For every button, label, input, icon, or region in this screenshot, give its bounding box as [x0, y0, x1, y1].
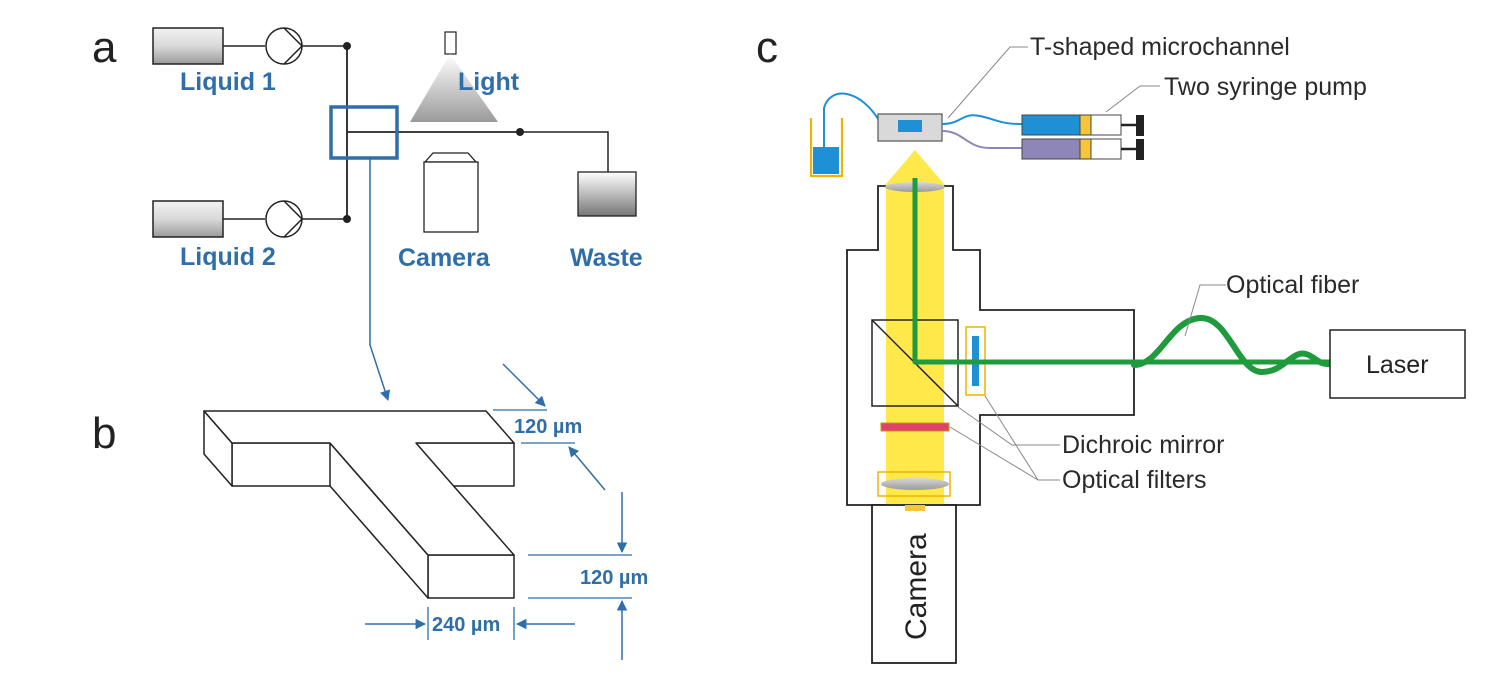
- tube-lens-icon: [877, 471, 951, 497]
- excitation-beam: [912, 178, 1330, 365]
- inlet-tube-purple: [941, 130, 1022, 149]
- junction-dot-top: [343, 42, 351, 50]
- dim-channel-width-label: 240 µm: [432, 614, 500, 636]
- dimension-channel-height: 120 µm: [528, 492, 648, 660]
- camera-a-label: Camera: [398, 244, 491, 272]
- syringe-purple-icon: [1021, 138, 1144, 160]
- syringe-pump-label: Two syringe pump: [1164, 73, 1367, 101]
- panel-b: b 120 µm 120 µm: [92, 363, 648, 660]
- syringe-blue-icon: [1021, 114, 1144, 136]
- light-label: Light: [458, 68, 520, 96]
- dim-channel-height-label: 120 µm: [580, 567, 648, 589]
- laser-box: [1329, 329, 1466, 399]
- dichroic-mirror-callout-line: [957, 406, 1060, 446]
- microchannel-callout-line: [947, 46, 1028, 119]
- syringe-callout-line: [1105, 85, 1160, 113]
- camera-c-label: Camera: [900, 533, 933, 640]
- dimension-top-depth: 120 µm: [493, 363, 606, 491]
- panel-c: c T: [756, 23, 1466, 664]
- laser-label: Laser: [1366, 351, 1429, 379]
- pump2-icon: [265, 200, 304, 238]
- collection-beaker-icon: [809, 118, 844, 178]
- junction-highlight-box: [329, 105, 399, 160]
- microchannel-label: T-shaped microchannel: [1030, 33, 1290, 61]
- outlet-tube: [823, 92, 881, 160]
- optical-fiber-label: Optical fiber: [1226, 271, 1359, 299]
- dichroic-mirror-label: Dichroic mirror: [1062, 431, 1225, 459]
- waste-container-icon: [577, 171, 637, 217]
- inlet-tube-blue: [941, 114, 1023, 125]
- t-channel-3d-drawing: [203, 410, 515, 599]
- panel-a-letter: a: [92, 23, 117, 72]
- emission-beam-tip: [885, 150, 945, 185]
- optical-fiber: [1131, 315, 1333, 376]
- optical-filters-label: Optical filters: [1062, 466, 1206, 494]
- liquid1-label: Liquid 1: [180, 68, 276, 96]
- liquid1-reservoir: [152, 27, 224, 65]
- camera-a-icon: [423, 152, 479, 233]
- emission-filter-icon: [880, 422, 950, 432]
- dim-top-depth-label: 120 µm: [514, 416, 582, 438]
- panel-b-letter: b: [92, 409, 116, 458]
- liquid2-reservoir: [152, 200, 224, 238]
- light-cone: [410, 54, 498, 122]
- zoom-connector-arrow: [369, 158, 391, 401]
- waste-label: Waste: [570, 244, 643, 272]
- liquid2-label: Liquid 2: [180, 243, 276, 271]
- camera-c-sensor: [905, 505, 925, 511]
- dimension-channel-width: 240 µm: [365, 607, 575, 640]
- panel-c-letter: c: [756, 23, 778, 72]
- optical-fiber-callout-line: [1184, 284, 1226, 337]
- microchip-icon: [877, 113, 943, 142]
- panel-a: a Liquid 1 Liquid 2 Light: [92, 23, 643, 401]
- optical-filters-callout-line-2: [949, 426, 1039, 481]
- waste-feed-line: [520, 131, 609, 172]
- pump1-icon: [265, 27, 304, 65]
- junction-dot-bottom: [343, 215, 351, 223]
- light-source-icon: [444, 31, 457, 55]
